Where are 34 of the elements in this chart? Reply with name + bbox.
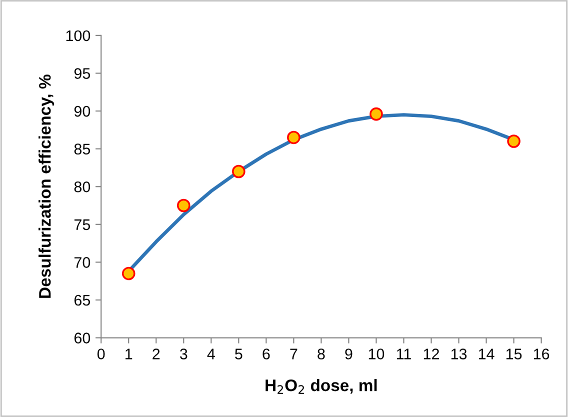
- x-tick-label: 7: [290, 348, 298, 360]
- y-tick-label: 85: [74, 144, 90, 155]
- point: [122, 266, 136, 280]
- point: [287, 130, 300, 144]
- y-tick-label: 60: [74, 332, 90, 344]
- point: [507, 134, 520, 148]
- point: [370, 107, 383, 121]
- y-axis-title: Desulfurization efficiency, %: [38, 74, 54, 298]
- y-tick-label: 75: [74, 219, 90, 230]
- y-tick-label: 100: [66, 30, 90, 42]
- x-tick-label: 6: [262, 348, 270, 360]
- point: [232, 164, 246, 178]
- x-tick-label: 5: [235, 348, 242, 360]
- x-axis-title: H$_{2}$O$_{2}$ dose, ml: [266, 379, 377, 394]
- x-tick-label: 14: [478, 348, 494, 360]
- x-tick-label: 3: [180, 348, 188, 360]
- x-tick-label: 11: [396, 348, 411, 360]
- x-tick-label: 16: [534, 348, 550, 360]
- x-tick-label: 10: [368, 348, 384, 360]
- x-tick-label: 8: [318, 348, 325, 360]
- x-tick-label: 12: [424, 348, 439, 360]
- x-tick-label: 4: [207, 348, 215, 360]
- x-tick-label: 0: [97, 348, 105, 360]
- x-tick-label: 2: [152, 348, 160, 360]
- x-tick-label: 9: [345, 348, 352, 360]
- y-tick-label: 70: [74, 257, 90, 268]
- point: [176, 198, 190, 212]
- x-tick-label: 1: [126, 348, 132, 360]
- x-tick-label: 15: [506, 348, 522, 360]
- y-tick-label: 65: [74, 294, 90, 306]
- y-tick-label: 95: [74, 68, 90, 79]
- y-tick-label: 90: [74, 106, 90, 117]
- x-tick-label: 13: [451, 348, 467, 360]
- y-tick-label: 80: [74, 181, 90, 192]
